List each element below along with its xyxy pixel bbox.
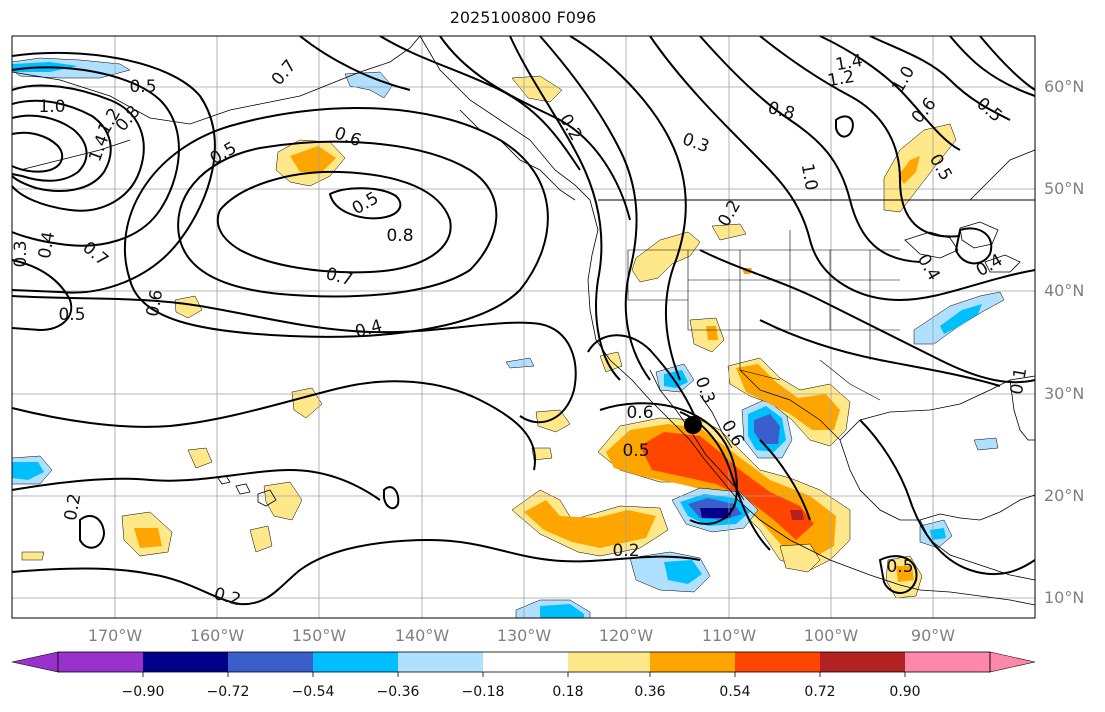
contour-label: 0.6 <box>626 403 653 423</box>
shaded-anomaly-field <box>11 57 1005 619</box>
colorbar-bin <box>568 652 650 672</box>
colorbar-bin <box>58 652 143 672</box>
contour-label: 1.4 <box>834 51 864 75</box>
contour-label: 0.2 <box>61 492 85 522</box>
colorbar-tick-label: −0.54 <box>291 684 335 700</box>
colorbar-tick-label: 0.18 <box>552 684 584 700</box>
lon-label-160w: 160°W <box>189 626 245 645</box>
contour-label: 0.5 <box>58 305 85 325</box>
contour-label: 0.6 <box>908 94 941 128</box>
contour-label: 0.3 <box>11 240 31 267</box>
contour-label: 0.5 <box>129 77 156 97</box>
contour-label: 0.5 <box>972 94 1006 127</box>
storm-center-marker <box>684 416 702 434</box>
colorbar-tick-label: −0.18 <box>461 684 505 700</box>
lon-label-140w: 140°W <box>394 626 450 645</box>
contour-label: 0.4 <box>913 251 944 284</box>
colorbar <box>11 651 1036 677</box>
contour-label: 0.7 <box>268 56 301 90</box>
colorbar-extend-low <box>11 651 59 673</box>
lat-label-10n: 10°N <box>1044 588 1085 607</box>
lon-label-150w: 150°W <box>291 626 347 645</box>
contour-label: 0.2 <box>212 584 243 610</box>
colorbar-bin <box>905 652 990 672</box>
colorbar-bin <box>735 652 820 672</box>
lon-label-100w: 100°W <box>803 626 859 645</box>
contour-label: 0.3 <box>680 129 712 157</box>
lat-label-20n: 20°N <box>1044 486 1085 505</box>
contour-label: 1.0 <box>38 97 65 117</box>
contour-label: 1.2 <box>826 67 856 91</box>
colorbar-bin <box>228 652 313 672</box>
colorbar-tick-label: −0.36 <box>376 684 420 700</box>
colorbar-tick-label: −0.90 <box>121 684 165 700</box>
contour-label: 0.8 <box>112 102 145 136</box>
contour-label: 0.2 <box>612 541 639 561</box>
contour-label: 0.4 <box>35 230 59 260</box>
contour-label: 1.0 <box>797 162 821 192</box>
lon-label-120w: 120°W <box>598 626 654 645</box>
contour-label: 0.1 <box>1007 366 1031 396</box>
contour-label: 0.2 <box>555 111 586 144</box>
contour-label: 0.7 <box>324 264 355 290</box>
contour-label: 0.5 <box>886 557 913 577</box>
contour-lines <box>11 35 1036 606</box>
colorbar-bin <box>143 652 228 672</box>
colorbar-tick-label: 0.90 <box>889 684 921 700</box>
lon-label-170w: 170°W <box>87 626 143 645</box>
lon-label-130w: 130°W <box>496 626 552 645</box>
lon-label-90w: 90°W <box>910 626 956 645</box>
contour-label: 0.3 <box>691 374 719 406</box>
lon-label-110w: 110°W <box>701 626 757 645</box>
lat-label-50n: 50°N <box>1044 179 1085 198</box>
colorbar-tick-label: 0.54 <box>719 684 751 700</box>
contour-label: 0.6 <box>143 288 167 318</box>
contour-label: 0.5 <box>207 138 240 169</box>
lat-label-60n: 60°N <box>1044 77 1085 96</box>
colorbar-tick-label: 0.36 <box>634 684 666 700</box>
colorbar-bin <box>820 652 905 672</box>
lat-label-40n: 40°N <box>1044 281 1085 300</box>
contour-label: 0.8 <box>386 226 413 246</box>
colorbar-bin <box>650 652 735 672</box>
colorbar-tick-label: −0.72 <box>206 684 250 700</box>
contour-label: 0.4 <box>353 316 384 342</box>
colorbar-bin <box>483 652 568 672</box>
colorbar-tick-label: 0.72 <box>804 684 836 700</box>
colorbar-bin <box>398 652 483 672</box>
lat-label-30n: 30°N <box>1044 384 1085 403</box>
colorbar-extend-high <box>989 651 1036 673</box>
plot-frame <box>11 35 1036 619</box>
colorbar-bin <box>313 652 398 672</box>
page-title: 2025100800 F096 <box>449 8 597 27</box>
contour-label: 0.4 <box>973 250 1006 281</box>
contour-label: 0.8 <box>766 98 797 124</box>
contour-label: 0.5 <box>622 441 649 461</box>
contour-label: 0.6 <box>332 123 364 151</box>
contour-label: 1.0 <box>888 63 919 96</box>
coastlines <box>11 35 1036 606</box>
